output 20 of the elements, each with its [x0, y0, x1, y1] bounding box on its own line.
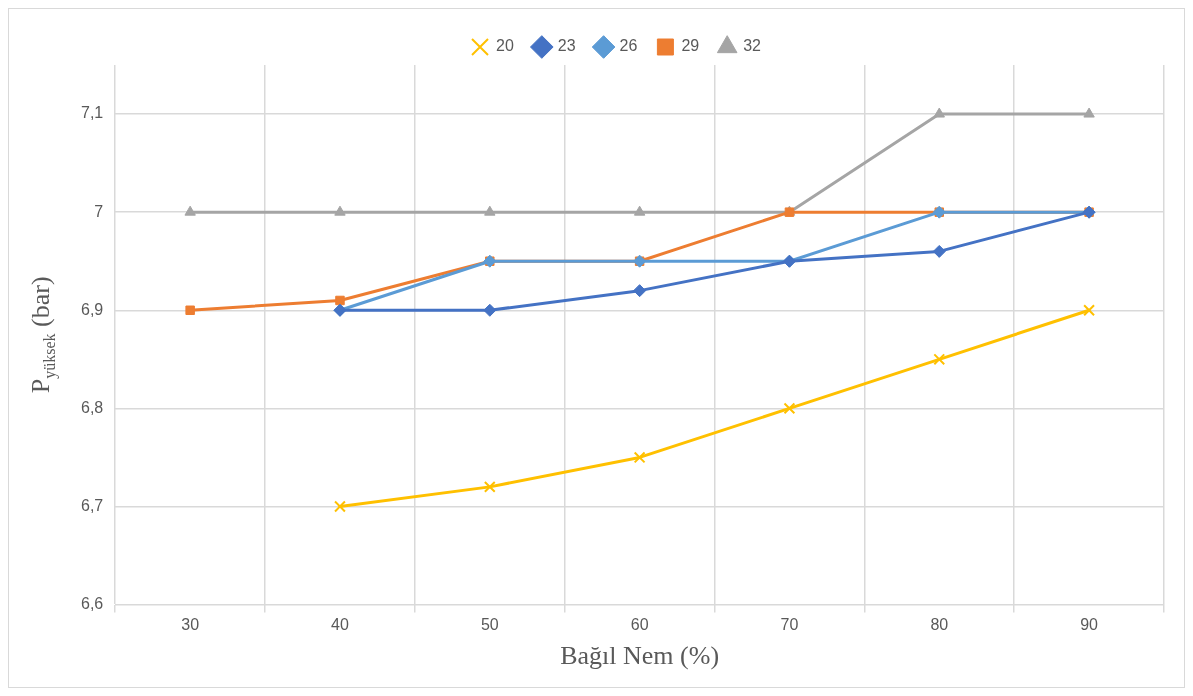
y-tick-label: 7,1: [80, 104, 104, 122]
x-tick-label: 90: [1080, 615, 1099, 633]
legend-label: 26: [619, 37, 638, 55]
x-axis-title: Bağıl Nem (%): [560, 641, 720, 671]
x-tick-label: 30: [181, 615, 200, 633]
x-tick-label: 50: [480, 615, 499, 633]
y-tick-label: 6,9: [80, 300, 104, 318]
y-tick-label: 6,7: [80, 496, 104, 514]
legend-label: 32: [743, 37, 762, 55]
y-tick-label: 6,6: [80, 595, 104, 613]
legend-label: 20: [496, 37, 514, 55]
legend-label: 29: [681, 37, 700, 55]
x-tick-label: 60: [630, 615, 649, 633]
y-tick-label: 6,8: [80, 398, 104, 416]
x-tick-label: 70: [780, 615, 799, 633]
y-tick-label: 7: [94, 202, 104, 220]
x-tick-label: 40: [331, 615, 349, 633]
x-tick-label: 80: [930, 615, 949, 633]
y-axis-title: Pyüksek (bar): [26, 276, 59, 394]
legend-label: 23: [557, 37, 576, 55]
